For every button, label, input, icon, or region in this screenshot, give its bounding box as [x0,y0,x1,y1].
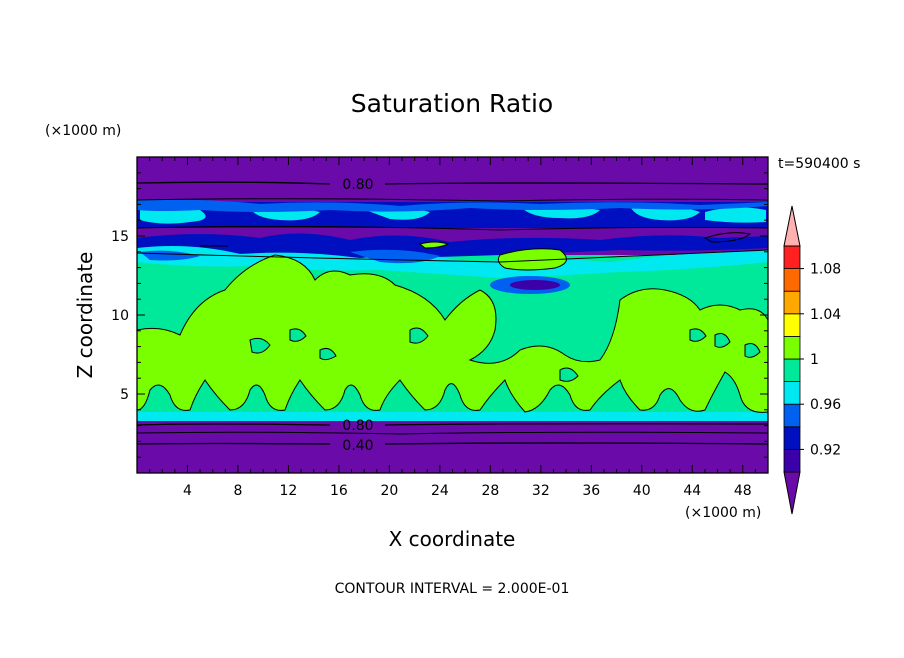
cloud-gaps [249,327,761,382]
contour-interval-note: CONTOUR INTERVAL = 2.000E-01 [335,581,570,597]
contour-top-080 [137,181,768,185]
x-tick-label: 32 [532,483,550,499]
x-ticks: 4 8 12 16 20 24 28 32 36 40 44 48 [149,157,756,499]
band-top-violet [137,157,768,202]
contour-lower-040 [137,442,768,445]
y-tick-label: 10 [111,308,129,324]
contour-label-lower-2: 0.40 [342,438,373,454]
x-tick-label: 24 [431,483,449,499]
y-unit-label: (×1000 m) [45,123,121,139]
colorbar-arrow-high [783,205,801,247]
x-tick-label: 28 [481,483,499,499]
colorbar-segment [783,268,801,292]
plot-area [137,157,768,473]
y-ticks: 5 10 15 [111,172,768,458]
colorbar-label: 1.08 [810,262,841,278]
colorbar-segment [783,335,801,360]
colorbar-arrow-low [783,471,801,515]
contour-lower-080 [137,423,768,426]
y-tick-label: 15 [111,229,129,245]
x-axis-title: X coordinate [389,527,516,551]
colorbar: 0.92 0.96 1 1.04 1.08 [783,205,841,515]
contour-lower-060 [137,431,768,435]
x-tick-label: 8 [233,483,242,499]
x-tick-label: 16 [330,483,348,499]
time-label: t=590400 s [778,156,860,172]
colorbar-segment [783,290,801,315]
colorbar-label: 0.92 [810,442,841,458]
colorbar-segment [783,358,801,383]
cloud-patch-small [418,241,450,249]
x-tick-label: 4 [183,483,192,499]
contour-upper-lines [137,198,768,263]
x-tick-label: 48 [734,483,752,499]
y-tick-label: 5 [120,387,129,403]
band-cyan-low [137,412,768,421]
colorbar-segment [783,426,801,450]
x-unit-label: (×1000 m) [685,505,761,521]
upper-lightblue-patches [137,199,768,212]
x-tick-label: 12 [280,483,298,499]
colorbar-segment [783,381,801,405]
x-tick-label: 44 [683,483,701,499]
colorbar-segment [783,448,801,473]
colorbar-segment [783,245,801,270]
colorbar-segment [783,403,801,428]
contour-label-lower-1: 0.80 [342,418,373,434]
transition-lightblue [140,249,440,264]
x-tick-label: 40 [633,483,651,499]
colorbar-label: 1.04 [810,307,841,323]
colorbar-segment [783,313,801,337]
contour-label-top: 0.80 [342,177,373,193]
cloud-region-green [137,254,768,413]
colorbar-label: 0.96 [810,397,841,413]
band-bottom-deep [137,420,768,473]
cloud-patch-upper [497,248,567,271]
x-tick-label: 36 [582,483,600,499]
y-axis-title: Z coordinate [73,252,97,379]
transition-cyan [137,246,768,278]
colorbar-label: 1 [810,352,819,368]
low-deep-patch [510,280,560,290]
x-tick-label: 20 [380,483,398,499]
chart-title: Saturation Ratio [351,89,553,118]
